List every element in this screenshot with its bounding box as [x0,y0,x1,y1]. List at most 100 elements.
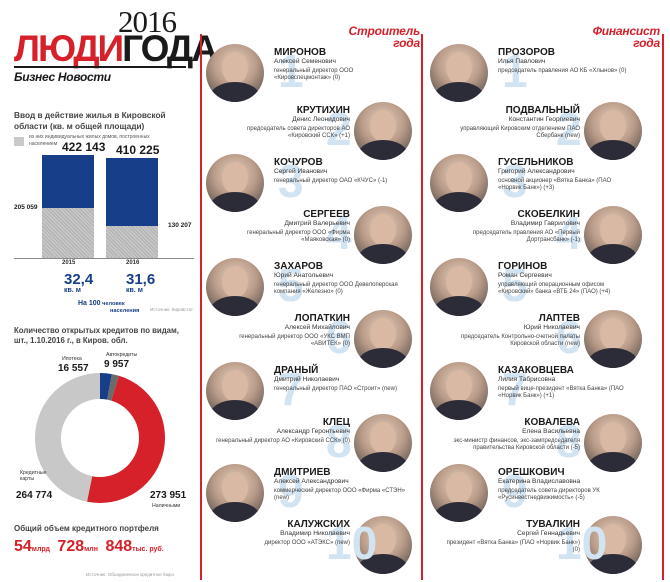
person-photo [430,464,488,522]
year-label-2016: 2016 [126,260,140,266]
per-person-2015-value: 32,4 [64,271,94,288]
builder-card: 8 КЛЕЦ Александр Геронтьевич генеральный ди… [214,414,414,472]
person-first-name: Александр Геронтьевич [276,428,350,435]
person-first-name: Юрий Николаевич [523,324,580,331]
portfolio-ths: 848 [105,538,133,555]
rank-number: 10 [326,517,378,569]
builder-card: 4 СЕРГЕЕВ Дмитрий Валерьевич генеральный ди… [214,206,414,264]
bar-total-2015 [42,154,94,208]
divider-middle [421,34,423,580]
per-person-2016-value: 31,6 [126,271,156,288]
person-first-name: Алексей Александрович [274,478,349,485]
publisher-name: Бизнес Новости [14,70,111,84]
person-name: КАЛУЖСКИХ [287,519,350,530]
portfolio-total: 54млрд 728млн 848тыс. руб. [14,538,167,556]
person-name: ГУСЕЛЬНИКОВ [498,157,574,168]
person-position: управляющий операционным офисом «Кировск… [498,282,611,295]
per-person-2016: 31,6 кв. м [126,272,155,295]
person-first-name: Елена Васильевна [522,428,580,435]
person-name: ГОРИНОВ [498,261,548,272]
rank-number: 2 [326,103,352,155]
portfolio-bln: 54 [14,538,32,555]
section-financier-title: Финансист года [592,24,661,50]
rank-number: 6 [556,311,582,363]
person-first-name: Дмитрий Валерьевич [284,220,350,227]
financier-card: 6 ЛАПТЕВ Юрий Николаевич председатель Контр… [444,310,644,368]
legend-swatch [14,137,24,146]
person-name: МИРОНОВ [274,47,327,58]
per-note-a: человек [102,301,125,307]
person-first-name: Юрий Анатольевич [274,272,334,279]
person-position: генеральный директор ПАО «Строит» (new) [274,386,397,392]
value-cards: 264 774 [16,490,53,501]
per-note-bold: На 100 [78,300,101,307]
rank-number: 1 [502,45,528,97]
rank-number: 6 [326,311,352,363]
person-position: экс-министр финансов, экс-зампредседател… [453,438,580,451]
per-person-2015: 32,4 кв. м [64,272,93,295]
person-photo [584,414,642,472]
person-first-name: Владимир Николаевич [280,530,350,537]
person-name: ТУВАЛКИН [526,519,580,530]
person-position: председатель правления АО КБ «Хлынов» (0… [498,68,627,74]
rank-number: 1 [278,45,304,97]
person-position: генеральный директор ООО «Кировспецмонта… [274,68,354,81]
person-photo [354,516,412,574]
person-name: ЛОПАТКИН [294,313,350,324]
person-name: КАЗАКОВЦЕВА [498,365,574,376]
person-photo [430,258,488,316]
person-first-name: Сергей Иванович [274,168,328,175]
person-name: ДМИТРИЕВ [274,467,331,478]
person-position: генеральный директор ОАО «КЧУС» (-1) [274,178,388,184]
portfolio-mln: 728 [57,538,85,555]
financier-card: 2 ПОДВАЛЬНЫЙ Константин Георгиевич управляю… [444,102,644,160]
person-photo [584,310,642,368]
person-position: основной акционер «Вятка Банка» (ПАО «Но… [498,178,612,191]
person-position: управляющий Кировским отделением ПАО Сбе… [460,126,580,139]
person-first-name: Екатерина Владиславовна [498,478,581,485]
portfolio-bln-unit: млрд [31,546,50,553]
bar-individual-2016 [106,226,158,258]
year-label-2015: 2015 [62,260,76,266]
rank-number: 9 [278,465,304,517]
person-name: ОРЕШКОВИЧ [498,467,565,478]
value-cash: 273 951 [150,490,187,501]
brand-title: ЛЮДИГОДА [14,28,218,69]
statistics-panel: 2016 ЛЮДИГОДА Бизнес Новости Ввод в дейс… [0,0,218,582]
person-first-name: Алексей Семенович [274,58,336,65]
per-person-2016-unit: кв. м [126,287,143,294]
person-position: президент «Вятка Банка» (ПАО «Норвик Бан… [446,540,580,553]
brand-divider [14,66,186,68]
bar-total-2016 [106,157,158,227]
person-position: коммерческий директор ООО «Фирма «СТЭН» … [274,488,406,501]
person-first-name: Владимир Гаврилович [510,220,580,227]
person-name: КРУТИХИН [296,105,350,116]
person-photo [206,464,264,522]
person-position: председатель правления АО «Первый Дортра… [472,230,580,243]
builder-card: 3 КОЧУРОВ Сергей Иванович генеральный дирек… [206,154,406,212]
person-first-name: Роман Сергеевич [498,272,552,279]
person-photo [206,258,264,316]
person-first-name: Константин Георгиевич [508,116,580,123]
person-photo [354,206,412,264]
person-position: генеральный директор ООО Девелоперская к… [274,282,398,295]
builder-card: 1 МИРОНОВ Алексей Семенович генеральный дир… [206,44,406,102]
financier-card: 9 ОРЕШКОВИЧ Екатерина Владиславовна председ… [430,464,630,522]
label-individual-2015: 205 059 [14,203,38,211]
label-total-2015: 422 143 [62,139,106,154]
brand-title-part1: ЛЮДИ [14,28,124,69]
rank-number: 2 [556,103,582,155]
rank-number: 7 [278,363,304,415]
person-name: ПРОЗОРОВ [498,47,555,58]
credits-chart-title: Количество открытых кредитов по видам, ш… [14,326,179,345]
person-photo [354,310,412,368]
person-name: СЕРГЕЕВ [303,209,350,220]
person-first-name: Алексей Михайлович [284,324,350,331]
person-position: председатель Контрольно-счетной палаты К… [461,334,580,347]
divider-left [200,34,202,580]
person-photo [430,362,488,420]
portfolio-mln-unit: млн [84,546,98,553]
person-position: генеральный директор ООО «Фирма «Маяковс… [247,230,350,243]
person-first-name: Дмитрий Николаевич [274,376,340,383]
rank-number: 5 [502,259,528,311]
